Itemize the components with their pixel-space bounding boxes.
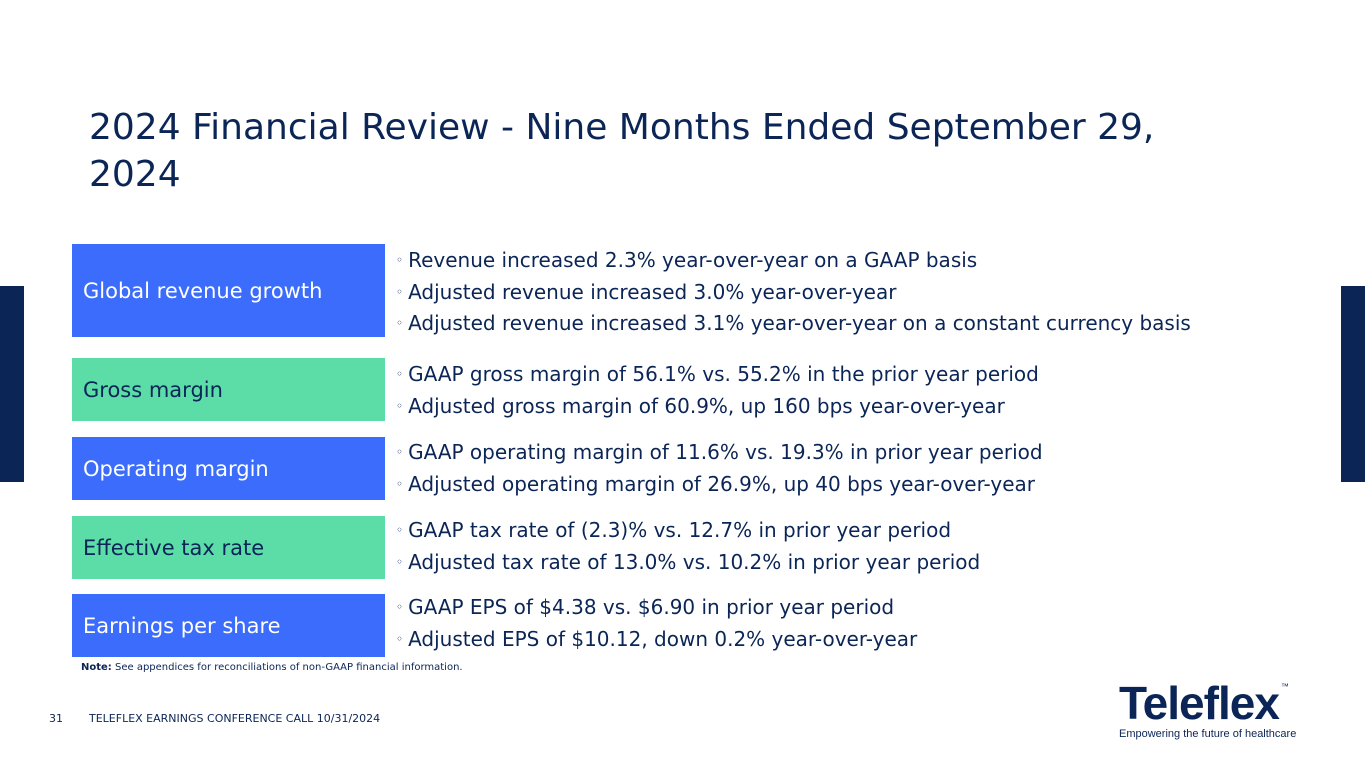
bullet-list: ◦ GAAP tax rate of (2.3)% vs. 12.7% in pr… bbox=[396, 515, 980, 578]
bullet-item: ◦ Adjusted revenue increased 3.0% year-ov… bbox=[396, 279, 897, 304]
bullet-icon: ◦ bbox=[396, 476, 404, 491]
footnote-text: See appendices for reconciliations of no… bbox=[111, 662, 463, 673]
right-accent-bar bbox=[1341, 286, 1365, 482]
teleflex-logo: Teleflex ™ Empowering the future of healt… bbox=[1119, 664, 1329, 740]
row-earnings-per-share: Earnings per share ◦ GAAP EPS of $4.38 vs… bbox=[72, 594, 1272, 657]
bullet-item: ◦ GAAP EPS of $4.38 vs. $6.90 in prior ye… bbox=[396, 595, 895, 619]
trademark-symbol: ™ bbox=[1280, 682, 1289, 691]
bullet-list: ◦ Revenue increased 2.3% year-over-year o… bbox=[396, 245, 1191, 340]
bullet-icon: ◦ bbox=[396, 631, 404, 646]
bullet-item: ◦ Adjusted gross margin of 60.9%, up 160 … bbox=[396, 393, 1005, 418]
page-number: 31 bbox=[49, 712, 63, 725]
bullet-item: ◦ Revenue increased 2.3% year-over-year o… bbox=[396, 248, 978, 272]
left-accent-bar bbox=[0, 286, 24, 482]
bullet-icon: ◦ bbox=[396, 367, 404, 381]
bullet-item: ◦ Adjusted tax rate of 13.0% vs. 10.2% in… bbox=[396, 549, 981, 574]
bullet-icon: ◦ bbox=[396, 445, 404, 459]
category-label: Gross margin bbox=[72, 358, 385, 421]
category-label: Earnings per share bbox=[72, 594, 385, 657]
category-label: Global revenue growth bbox=[72, 244, 385, 337]
bullet-item: ◦ Adjusted operating margin of 26.9%, up … bbox=[396, 471, 1036, 496]
bullet-item: ◦ GAAP gross margin of 56.1% vs. 55.2% in… bbox=[396, 362, 1039, 386]
footnote-label: Note: bbox=[81, 662, 112, 673]
bullet-icon: ◦ bbox=[396, 398, 404, 413]
slide-title: 2024 Financial Review - Nine Months Ende… bbox=[89, 107, 1155, 195]
category-label: Effective tax rate bbox=[72, 516, 385, 579]
row-global-revenue-growth: Global revenue growth ◦ Revenue increased… bbox=[72, 244, 1272, 337]
bullet-icon: ◦ bbox=[396, 523, 404, 537]
bullet-icon: ◦ bbox=[396, 600, 404, 614]
bullet-item: ◦ GAAP operating margin of 11.6% vs. 19.3… bbox=[396, 440, 1043, 464]
logo-wordmark: Teleflex ™ bbox=[1119, 677, 1289, 729]
bullet-icon: ◦ bbox=[396, 253, 404, 267]
footnote: Note: See appendices for reconciliations… bbox=[81, 662, 463, 673]
footer-caption: TELEFLEX EARNINGS CONFERENCE CALL 10/31/… bbox=[89, 712, 381, 725]
bullet-icon: ◦ bbox=[396, 554, 404, 569]
bullet-list: ◦ GAAP gross margin of 56.1% vs. 55.2% in… bbox=[396, 359, 1039, 422]
bullet-icon: ◦ bbox=[396, 316, 404, 330]
row-operating-margin: Operating margin ◦ GAAP operating margin … bbox=[72, 437, 1272, 500]
bullet-icon: ◦ bbox=[396, 284, 404, 299]
bullet-list: ◦ GAAP EPS of $4.38 vs. $6.90 in prior ye… bbox=[396, 592, 917, 655]
row-gross-margin: Gross margin ◦ GAAP gross margin of 56.1%… bbox=[72, 358, 1272, 421]
bullet-list: ◦ GAAP operating margin of 11.6% vs. 19.3… bbox=[396, 437, 1043, 500]
bullet-item: ◦ GAAP tax rate of (2.3)% vs. 12.7% in pr… bbox=[396, 518, 952, 542]
logo-tagline: Empowering the future of healthcare bbox=[1119, 728, 1297, 740]
category-label: Operating margin bbox=[72, 437, 385, 500]
bullet-item: ◦ Adjusted EPS of $10.12, down 0.2% year-… bbox=[396, 626, 918, 651]
row-effective-tax-rate: Effective tax rate ◦ GAAP tax rate of (2.… bbox=[72, 516, 1272, 579]
bullet-item: ◦ Adjusted revenue increased 3.1% year-ov… bbox=[396, 311, 1191, 335]
